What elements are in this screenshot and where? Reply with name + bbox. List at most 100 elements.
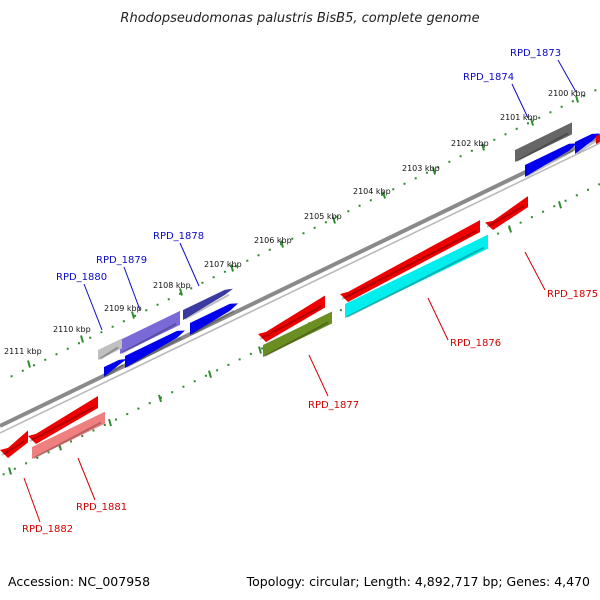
outer-track-dot <box>583 94 586 97</box>
cds-unlabeled-bar-body <box>258 295 325 342</box>
tick-mark <box>280 240 284 248</box>
inner-track-dot <box>137 407 140 410</box>
label-rpd-1876-text: RPD_1876 <box>450 338 501 349</box>
tick-mark <box>481 143 485 151</box>
outer-track-dot <box>526 122 529 125</box>
inner-track-dot <box>249 352 252 355</box>
gene-rpd-1874-bar <box>515 122 572 162</box>
outer-track-dot <box>313 226 316 229</box>
cds-unlabeled-bar-shade <box>29 406 95 442</box>
gene-rpd-1882-bar-body <box>0 430 28 458</box>
gene-rpd-1882-bar <box>0 430 28 458</box>
tick-mark <box>382 191 386 199</box>
tick-label: 2111 kbp <box>4 347 42 356</box>
gene-rpd-1881-bar <box>32 411 105 459</box>
outer-track-dot <box>504 133 507 136</box>
label-rpd-1878-leader <box>179 242 200 287</box>
inner-track-dot <box>564 199 567 202</box>
outer-track-dot <box>257 254 260 257</box>
tick-label: 2107 kbp <box>204 260 242 269</box>
outer-track-dot <box>190 287 193 290</box>
gene-rpd-1876-bar-shade <box>346 246 485 318</box>
label-rpd-1878: RPD_1878 <box>153 231 204 287</box>
outer-track-dot <box>55 353 58 356</box>
tick-label: 2108 kbp <box>153 281 191 290</box>
outer-track-dot <box>122 320 125 323</box>
gene-rpd-1873-bar <box>575 133 600 154</box>
tick-mark <box>332 216 336 224</box>
gene-rpd-1881-bar-body <box>32 411 105 459</box>
outer-track-dot <box>369 199 372 202</box>
tick-label: 2109 kbp <box>104 304 142 313</box>
inner-track-dot <box>261 347 264 350</box>
outer-track-dot <box>594 89 597 92</box>
outer-track-dot <box>280 243 283 246</box>
gene-rpd-1879-bar-body <box>120 310 180 354</box>
label-rpd-1882-text: RPD_1882 <box>22 524 73 535</box>
outer-track-dot <box>425 171 428 174</box>
gene-rpd-1873-bar-shade <box>576 140 597 154</box>
cds-unlabeled-bar-shade <box>595 140 599 144</box>
outer-track-dot <box>437 166 440 169</box>
label-rpd-1875: RPD_1875 <box>524 251 598 300</box>
tick-mark <box>575 95 579 103</box>
outer-track-dot <box>268 248 271 251</box>
tick-mark <box>80 335 84 343</box>
outer-track-dot <box>336 215 339 218</box>
gene-rpd-1880-bar-shade <box>99 346 119 360</box>
label-rpd-1877-leader <box>308 354 329 397</box>
inner-track-dot <box>47 451 50 454</box>
backbone-line <box>0 134 600 428</box>
inner-track-dot <box>227 363 230 366</box>
cds-unlabeled-bar-shade <box>105 364 124 377</box>
inner-track-dot <box>216 369 219 372</box>
outer-track-dot <box>156 303 159 306</box>
cds-unlabeled-bar-body <box>525 143 577 177</box>
outer-track-dot <box>89 336 92 339</box>
cds-unlabeled-bar <box>258 295 325 342</box>
outer-track-dot <box>381 193 384 196</box>
label-rpd-1875-text: RPD_1875 <box>547 289 598 300</box>
cds-unlabeled-bar <box>595 134 600 144</box>
inner-track-dot <box>553 205 556 208</box>
inner-track-dot <box>542 210 545 213</box>
outer-track-dot <box>571 100 574 103</box>
cds-unlabeled-bar <box>125 330 185 368</box>
label-rpd-1874-text: RPD_1874 <box>463 72 514 83</box>
cds-unlabeled-bar-shade <box>191 309 235 335</box>
gene-rpd-1882-bar-shade <box>1 440 25 456</box>
genome-stats-text: Topology: circular; Length: 4,892,717 bp… <box>246 574 590 589</box>
inner-track-dot <box>575 194 578 197</box>
label-rpd-1881-leader <box>77 457 96 501</box>
outer-track-dot <box>223 270 226 273</box>
outer-track-dot <box>111 325 114 328</box>
inner-track-dot <box>114 418 117 421</box>
inner-track-dot <box>159 396 162 399</box>
label-rpd-1879-leader <box>123 266 141 311</box>
outer-track-dot <box>560 105 563 108</box>
backbone-line-shadow <box>0 142 600 434</box>
gene-rpd-1875-bar-shade <box>486 205 525 228</box>
inner-track-dot <box>339 309 342 312</box>
outer-track-dot <box>403 182 406 185</box>
gene-rpd-1876-bar <box>345 234 488 318</box>
label-rpd-1882: RPD_1882 <box>22 477 73 535</box>
cds-unlabeled-bar <box>190 303 238 335</box>
outer-track-dot <box>212 276 215 279</box>
inner-track-dot <box>13 467 16 470</box>
cds-unlabeled-bar <box>28 396 98 444</box>
outer-track-dot <box>66 347 69 350</box>
gene-rpd-1879-bar <box>120 310 180 354</box>
gene-rpd-1878-bar <box>183 288 233 320</box>
inner-track-dot <box>148 402 151 405</box>
outer-track-dot <box>358 204 361 207</box>
outer-track-dot <box>10 375 13 378</box>
label-rpd-1880-text: RPD_1880 <box>56 272 107 283</box>
label-rpd-1880-leader <box>83 283 103 331</box>
tick-mark <box>230 264 234 272</box>
gene-rpd-1877-bar-shade <box>264 321 329 357</box>
cds-unlabeled-bar-body <box>125 330 185 368</box>
cds-unlabeled-bar-body <box>596 134 600 144</box>
label-rpd-1874-leader <box>511 83 529 119</box>
